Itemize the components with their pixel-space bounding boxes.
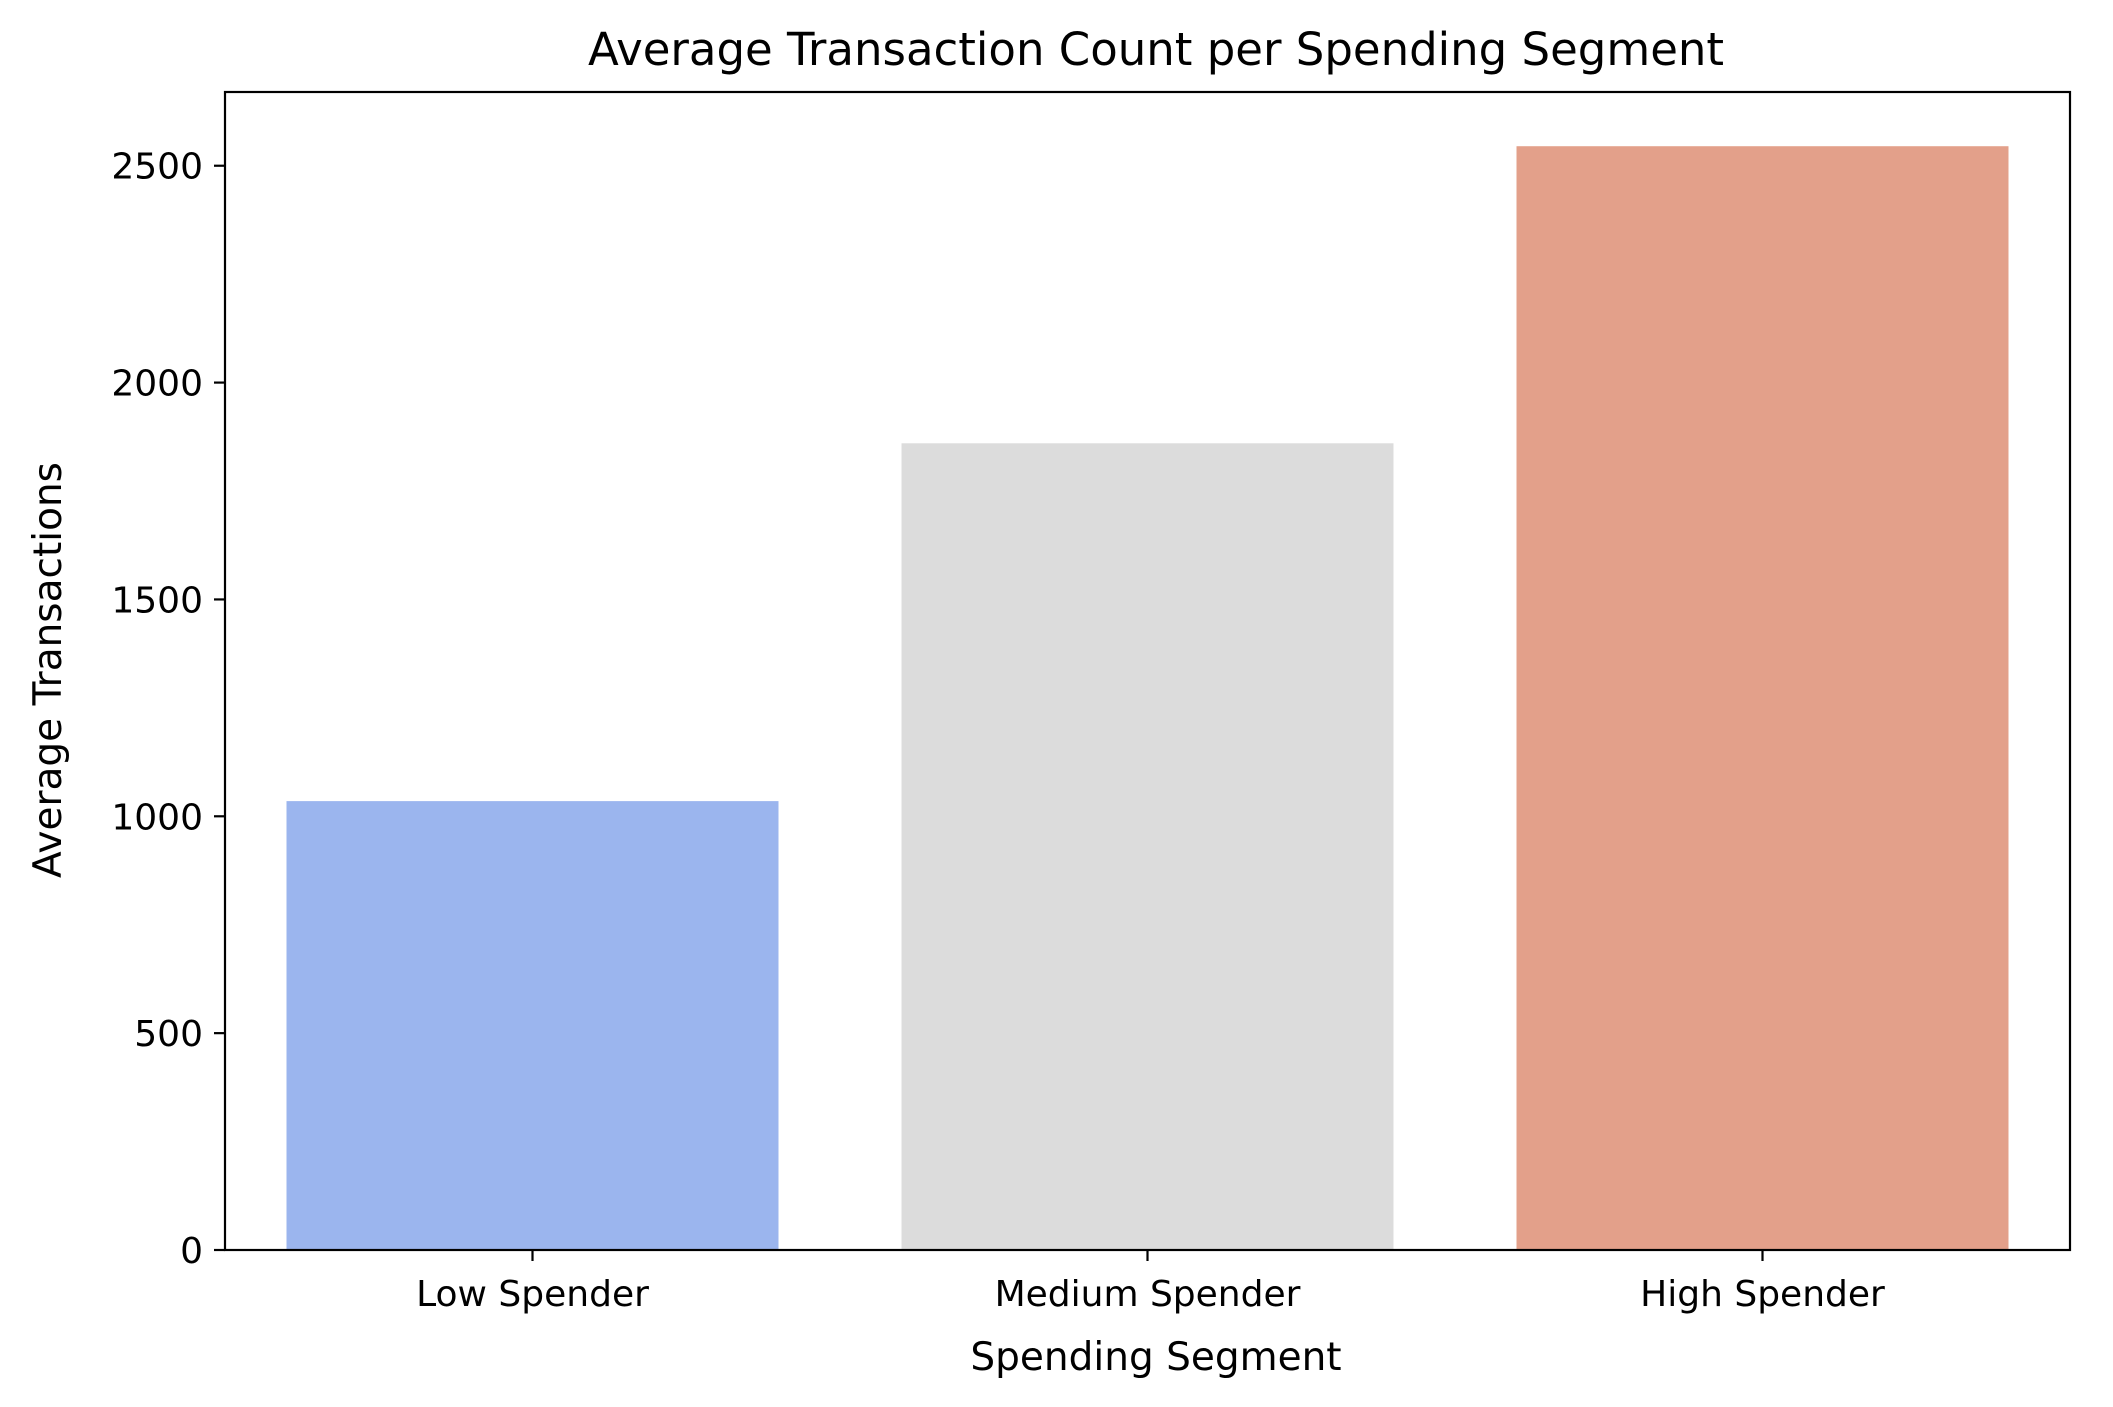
y-tick-label: 1000 bbox=[111, 797, 203, 838]
x-tick-label: Medium Spender bbox=[995, 1274, 1301, 1315]
chart-title: Average Transaction Count per Spending S… bbox=[588, 23, 1724, 76]
bar-high-spender bbox=[1516, 146, 2009, 1250]
y-tick-label: 0 bbox=[180, 1231, 203, 1272]
x-tick-label: Low Spender bbox=[416, 1274, 649, 1315]
x-tick-label: High Spender bbox=[1640, 1274, 1885, 1315]
y-axis-label: Average Transactions bbox=[26, 462, 71, 878]
x-axis-label: Spending Segment bbox=[970, 1335, 1341, 1380]
y-tick-label: 500 bbox=[134, 1014, 203, 1055]
y-tick-label: 2000 bbox=[111, 364, 203, 405]
plot-area: Low Spender Medium Spender High Spender 0 50… bbox=[111, 90, 2072, 1315]
y-tick-label: 1500 bbox=[111, 580, 203, 621]
y-tick-label: 2500 bbox=[111, 147, 203, 188]
bar-medium-spender bbox=[901, 443, 1394, 1251]
bar-low-spender bbox=[286, 801, 779, 1250]
